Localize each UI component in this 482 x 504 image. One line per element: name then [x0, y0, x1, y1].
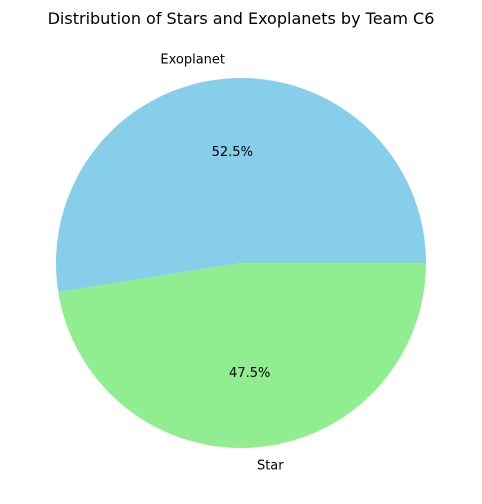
pie-slice-exoplanet [55, 77, 426, 292]
pie-labels: Exoplanet 52.5% Star 47.5% [160, 53, 284, 474]
slice-percent-exoplanet: 52.5% [212, 145, 253, 160]
slice-percent-star: 47.5% [229, 366, 270, 381]
pie-slice-star [58, 263, 427, 448]
slice-label-exoplanet: Exoplanet [160, 53, 225, 68]
chart-title: Distribution of Stars and Exoplanets by … [48, 9, 435, 28]
pie-slices [55, 77, 427, 448]
slice-label-star: Star [257, 458, 284, 473]
